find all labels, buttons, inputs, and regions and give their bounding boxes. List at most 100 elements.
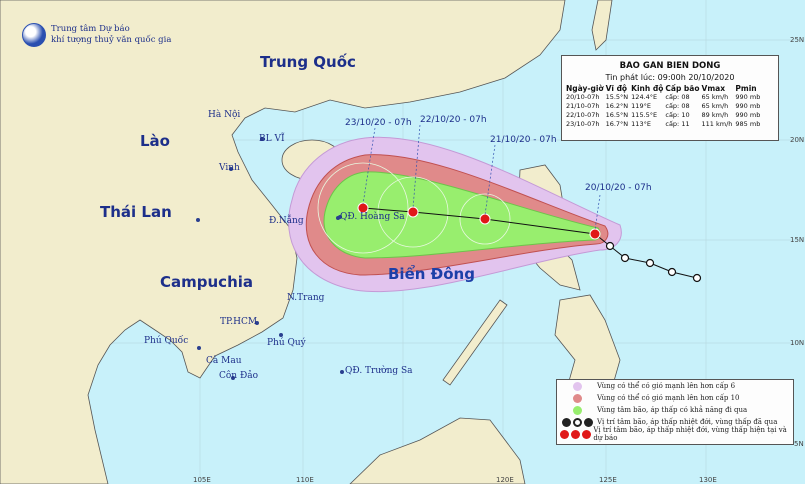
label-sea: Biển Đông: [388, 265, 475, 283]
lat-tick: 5N: [794, 440, 804, 448]
label-china: Trung Quốc: [260, 53, 356, 71]
cell: 115.5°E: [631, 111, 658, 119]
cell: cấp: 10: [665, 111, 690, 119]
taiwan: [591, 0, 613, 51]
storm-title: BAO GAN BIEN DONG: [619, 61, 721, 71]
storm-position-marker: [407, 206, 419, 218]
legend-text: Vùng tâm bão, áp thấp có khả năng đi qua: [597, 406, 748, 414]
current-storm-icon: [559, 429, 569, 439]
map-legend: Vùng có thể có gió mạnh lên hơn cấp 6 Vù…: [556, 379, 794, 445]
track-label-22: 22/10/20 - 07h: [420, 115, 487, 125]
place-hoangsa: QĐ. Hoàng Sa: [340, 212, 405, 222]
past-position-marker: [620, 253, 630, 263]
cell: cấp: 08: [665, 102, 690, 110]
cell: 22/10-07h: [566, 111, 600, 119]
lon-tick: 110E: [296, 476, 314, 484]
past-position-marker: [667, 267, 677, 277]
lon-tick: 105E: [193, 476, 211, 484]
label-thailand: Thái Lan: [100, 203, 172, 221]
table-row: 23/10-07h 16.7°N 113°E cấp: 11 111 km/h 985 m…: [566, 120, 763, 129]
column-header: Kinh độ: [631, 84, 664, 93]
past-depression-icon: [572, 417, 582, 427]
storm-info-box: BAO GAN BIEN DONG Tin phát lúc: 09:00h 2…: [561, 55, 779, 141]
purple-zone-swatch: [572, 381, 582, 391]
label-cambodia: Campuchia: [160, 273, 254, 291]
legend-text: Vùng có thể có gió mạnh lên hơn cấp 10: [597, 394, 740, 402]
cell: 124.4°E: [631, 93, 658, 101]
forecast-cone: [288, 136, 622, 293]
storm-table: Ngày-giờ Vĩ độ Kinh độ Cấp bão Vmax Pmin 20/1…: [566, 84, 763, 129]
legend-item: Vùng có thể có gió mạnh lên hơn cấp 6: [557, 380, 793, 392]
cell: 113°E: [631, 120, 651, 128]
track-label-23: 23/10/20 - 07h: [345, 118, 412, 128]
agency-logo: Trung tâm Dự báo khí tượng thuỷ văn quốc …: [22, 23, 171, 47]
city-hanoi: Hà Nội: [208, 110, 241, 120]
borneo: [349, 417, 526, 484]
cell: 990 mb: [735, 102, 761, 110]
cell: 21/10-07h: [566, 102, 600, 110]
city-bl-vi: BL VĨ: [259, 134, 285, 144]
lat-tick: 25N: [790, 36, 805, 44]
past-low-icon: [583, 417, 593, 427]
current-low-icon: [581, 429, 591, 439]
cell: 15.5°N: [605, 93, 629, 101]
city-hcm: TP.HCM: [220, 317, 258, 327]
cell: 16.5°N: [605, 111, 629, 119]
legend-text: Vị trí tâm bão, áp thấp nhiệt đới, vùng …: [593, 426, 787, 442]
red-zone-swatch: [572, 393, 582, 403]
cell: 65 km/h: [701, 102, 729, 110]
cell: 20/10-07h: [566, 93, 600, 101]
past-position-marker: [692, 273, 702, 283]
city-danang: Đ.Nẵng: [269, 216, 304, 226]
legend-item: Vị trí tâm bão, áp thấp nhiệt đới, vùng …: [557, 426, 793, 442]
storm-position-marker: [357, 202, 369, 214]
city-camau: Cà Mau: [206, 356, 242, 366]
cell: 23/10-07h: [566, 120, 600, 128]
lat-tick: 15N: [790, 236, 805, 244]
lat-tick: 10N: [790, 339, 805, 347]
cell: 990 mb: [735, 93, 761, 101]
cell: 985 mb: [735, 120, 761, 128]
legend-item: Vị trí tâm bão, áp thấp nhiệt đới, vùng …: [557, 416, 793, 428]
city-vinh: Vinh: [219, 163, 240, 173]
lon-tick: 120E: [496, 476, 514, 484]
column-header: Cấp bão: [665, 84, 700, 93]
cell: 65 km/h: [701, 93, 729, 101]
table-row: 22/10-07h 16.5°N 115.5°E cấp: 10 89 km/h 990 …: [566, 111, 763, 120]
org-name-line2: khí tượng thuỷ văn quốc gia: [51, 35, 172, 45]
storm-position-marker: [589, 228, 601, 240]
column-header: Ngày-giờ: [566, 84, 604, 93]
column-header: Pmin: [735, 84, 757, 93]
place-phuquoc: Phú Quốc: [144, 336, 189, 346]
lat-tick: 20N: [790, 136, 805, 144]
track-label-21: 21/10/20 - 07h: [490, 135, 557, 145]
cell: 16.2°N: [605, 102, 629, 110]
place-condao: Côn Đảo: [219, 371, 259, 381]
legend-item: Vùng tâm bão, áp thấp có khả năng đi qua: [557, 404, 793, 416]
cell: 990 mb: [735, 111, 761, 119]
track-label-20: 20/10/20 - 07h: [585, 183, 652, 193]
table-row: 20/10-07h 15.5°N 124.4°E cấp: 08 65 km/h 990 …: [566, 93, 763, 102]
past-storm-icon: [561, 417, 571, 427]
column-header: Vmax: [701, 84, 726, 93]
legend-text: Vị trí tâm bão, áp thấp nhiệt đới, vùng …: [597, 418, 778, 426]
cell: 111 km/h: [701, 120, 733, 128]
org-name-line1: Trung tâm Dự báo: [51, 24, 130, 34]
cell: 16.7°N: [605, 120, 629, 128]
palawan: [442, 299, 508, 386]
place-phuquy: Phú Quý: [267, 338, 306, 348]
green-zone-swatch: [572, 405, 582, 415]
mainland: [0, 0, 566, 484]
storm-position-marker: [479, 213, 491, 225]
cell: cấp: 08: [665, 93, 690, 101]
logo-emblem: [22, 23, 46, 47]
cell: cấp: 11: [665, 120, 690, 128]
past-position-marker: [645, 258, 655, 268]
place-truongsa: QĐ. Trường Sa: [345, 366, 413, 376]
legend-text: Vùng có thể có gió mạnh lên hơn cấp 6: [597, 382, 736, 390]
issued-time: Tin phát lúc: 09:00h 20/10/2020: [605, 73, 735, 82]
city-nhatrang: N.Trang: [287, 293, 325, 303]
current-depression-icon: [570, 429, 580, 439]
lon-tick: 125E: [599, 476, 617, 484]
